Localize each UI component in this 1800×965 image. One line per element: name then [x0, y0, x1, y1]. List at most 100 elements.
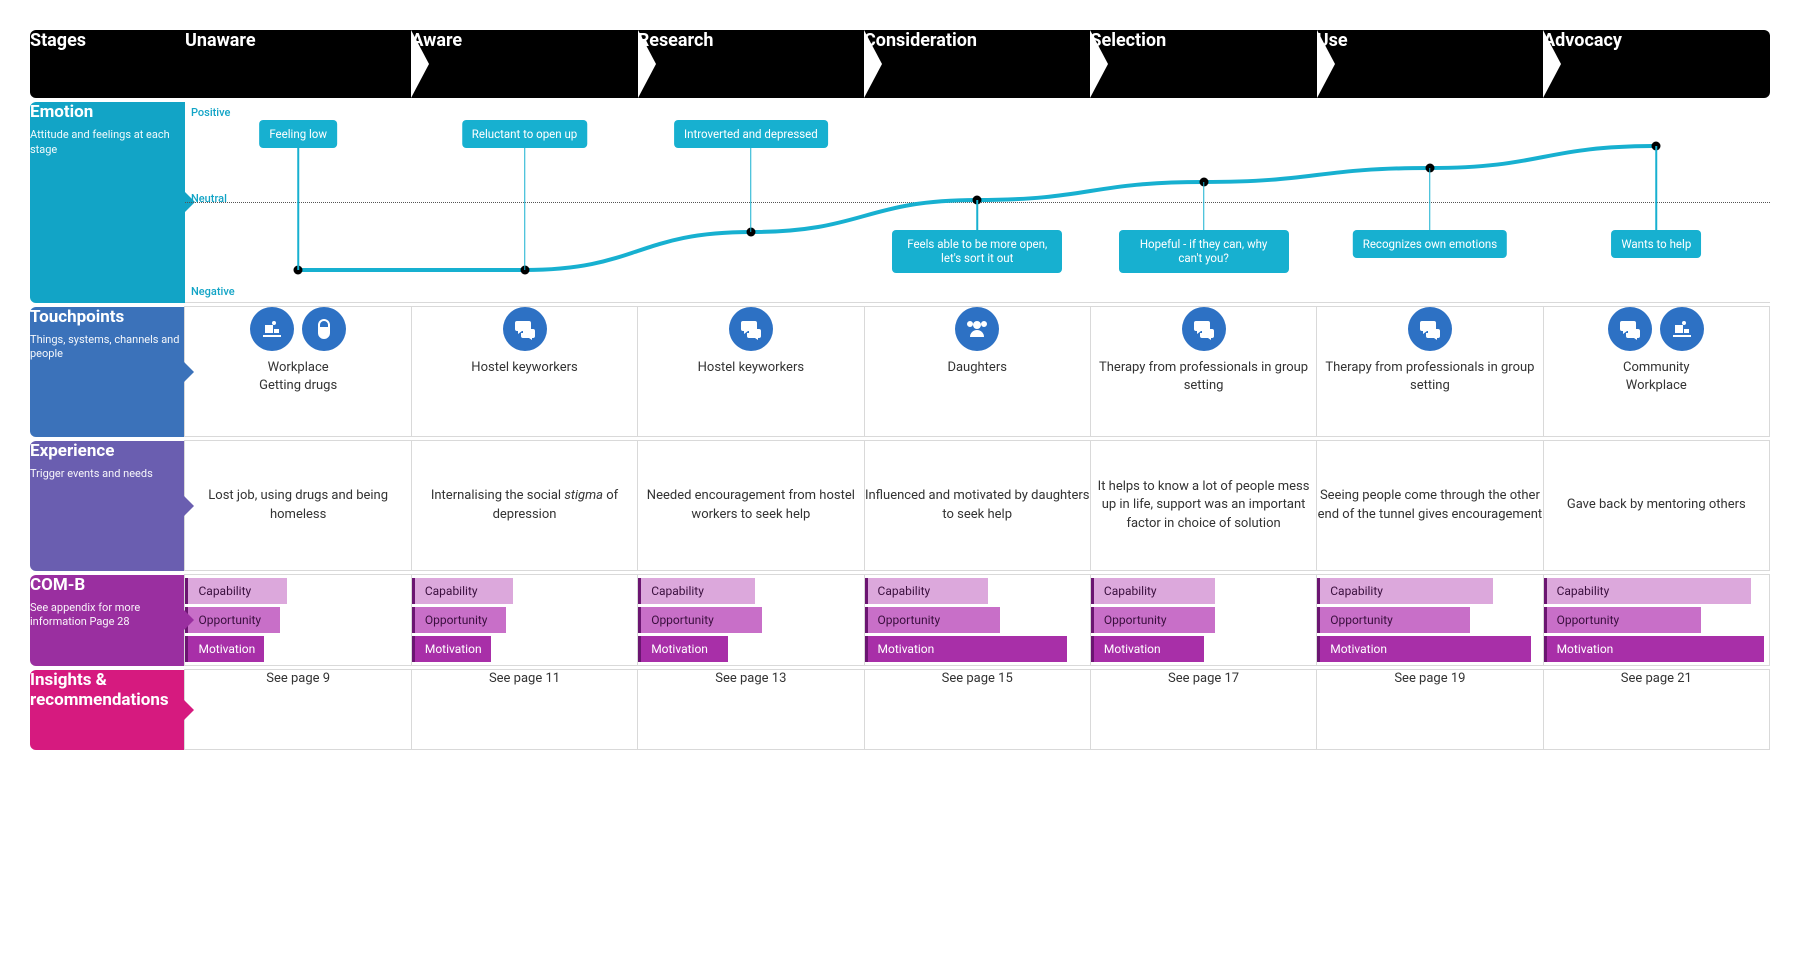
comb-bar-opp: Opportunity	[638, 607, 762, 633]
people-icon	[955, 307, 999, 351]
comb-bar-mot: Motivation	[1544, 636, 1765, 662]
comb-title: COM-B	[30, 575, 184, 595]
touchpoints-cell: Hostel keyworkers	[638, 307, 864, 437]
insights-row: Insights & recommendations See page 9 Se…	[30, 670, 1770, 750]
insights-cell: See page 21	[1543, 670, 1769, 750]
emotion-callout: Feeling low	[259, 120, 337, 148]
comb-bar-opp: Opportunity	[1544, 607, 1702, 633]
chat-icon	[1182, 307, 1226, 351]
comb-bar-cap: Capability	[412, 578, 513, 604]
comb-bar-cap: Capability	[638, 578, 755, 604]
comb-bar-mot: Motivation	[1317, 636, 1531, 662]
stage-advocacy: Advocacy	[1543, 30, 1769, 98]
comb-cell: CapabilityOpportunityMotivation	[1090, 575, 1316, 666]
comb-label: COM-B See appendix for more information …	[30, 575, 185, 666]
comb-bar-opp: Opportunity	[185, 607, 280, 633]
emotion-row: Emotion Attitude and feelings at each st…	[30, 102, 1770, 303]
emotion-callout-stem	[297, 148, 299, 270]
comb-cell: Capability Opportunity Motivation	[638, 575, 864, 666]
touchpoint-text: Daughters	[865, 359, 1090, 377]
experience-cell: Lost job, using drugs and being homeless	[185, 441, 411, 571]
comb-bar-cap: Capability	[865, 578, 989, 604]
experience-subtitle: Trigger events and needs	[30, 467, 184, 482]
experience-label: Experience Trigger events and needs	[30, 441, 185, 571]
comb-cell: Capability Opportunity Motivation	[1543, 575, 1769, 666]
touchpoint-text: WorkplaceGetting drugs	[185, 359, 410, 395]
touchpoint-text: Therapy from professionals in group sett…	[1317, 359, 1542, 395]
comb-bar-mot: Motivation	[185, 636, 264, 662]
emotion-callout-stem	[750, 148, 752, 232]
comb-cell: Capability Opportunity Motivation	[1317, 575, 1543, 666]
insights-cell: See page 17	[1090, 670, 1316, 750]
stage-aware: Aware	[411, 30, 637, 98]
emotion-callout: Wants to help	[1611, 230, 1701, 258]
touchpoint-text: CommunityWorkplace	[1544, 359, 1769, 395]
comb-bar-cap: Capability	[1544, 578, 1751, 604]
comb-bar-cap: Capability	[185, 578, 286, 604]
experience-cell: Needed encouragement from hostel workers…	[638, 441, 864, 571]
experience-cell: Influenced and motivated by daughters to…	[864, 441, 1090, 571]
touchpoint-text: Therapy from professionals in group sett…	[1091, 359, 1316, 395]
desk-icon	[1660, 307, 1704, 351]
stage-unaware: Unaware	[185, 30, 411, 98]
experience-cell: Internalising the social stigma of depre…	[411, 441, 637, 571]
emotion-callout: Hopeful - if they can, why can't you?	[1119, 230, 1289, 273]
comb-bar-opp: Opportunity	[865, 607, 1000, 633]
comb-bar-opp: Opportunity	[412, 607, 507, 633]
touchpoints-cell: Therapy from professionals in group sett…	[1317, 307, 1543, 437]
touchpoints-cell: CommunityWorkplace	[1543, 307, 1769, 437]
insights-cell: See page 15	[864, 670, 1090, 750]
touchpoints-subtitle: Things, systems, channels and people	[30, 333, 184, 363]
comb-bar-cap: Capability	[1317, 578, 1493, 604]
emotion-chart: Positive Neutral Negative Feeling lowRel…	[185, 102, 1770, 302]
experience-cell: It helps to know a lot of people mess up…	[1090, 441, 1316, 571]
journey-map: Stages Unaware Aware Research Considerat…	[30, 30, 1770, 750]
touchpoints-cell: Hostel keyworkers	[411, 307, 637, 437]
comb-cell: Capability Opportunity Motivation	[185, 575, 411, 666]
touchpoints-label: Touchpoints Things, systems, channels an…	[30, 307, 185, 437]
experience-cell: Gave back by mentoring others	[1543, 441, 1769, 571]
emotion-callout: Introverted and depressed	[674, 120, 828, 148]
touchpoints-title: Touchpoints	[30, 307, 184, 327]
emotion-callout-stem	[524, 148, 526, 270]
insights-cell: See page 13	[638, 670, 864, 750]
comb-bar-mot: Motivation	[638, 636, 728, 662]
chat-icon	[1408, 307, 1452, 351]
experience-row: Experience Trigger events and needs Lost…	[30, 441, 1770, 571]
insights-label: Insights & recommendations	[30, 670, 185, 750]
emotion-callout: Recognizes own emotions	[1353, 230, 1507, 258]
comb-cell: Capability Opportunity Motivation	[864, 575, 1090, 666]
comb-bar-opp: Opportunity	[1317, 607, 1470, 633]
stage-research: Research	[638, 30, 864, 98]
chat-icon	[729, 307, 773, 351]
comb-cell: Capability Opportunity Motivation	[411, 575, 637, 666]
emotion-callout-stem	[976, 200, 978, 230]
emotion-callout: Feels able to be more open, let's sort i…	[892, 230, 1062, 273]
desk-icon	[250, 307, 294, 351]
insights-cell: See page 11	[411, 670, 637, 750]
emotion-callout: Reluctant to open up	[462, 120, 588, 148]
experience-title: Experience	[30, 441, 184, 461]
comb-bar-mot: Motivation	[1091, 636, 1204, 662]
comb-subtitle: See appendix for more information Page 2…	[30, 601, 184, 631]
comb-row: COM-B See appendix for more information …	[30, 575, 1770, 666]
stage-consideration: Consideration	[864, 30, 1090, 98]
emotion-callout-stem	[1656, 146, 1658, 230]
emotion-title: Emotion	[30, 102, 185, 122]
touchpoint-text: Hostel keyworkers	[412, 359, 637, 377]
comb-bar-cap: Capability	[1091, 578, 1215, 604]
stages-header-row: Stages Unaware Aware Research Considerat…	[30, 30, 1770, 98]
emotion-label: Emotion Attitude and feelings at each st…	[30, 102, 185, 303]
insights-cell: See page 19	[1317, 670, 1543, 750]
touchpoints-cell: WorkplaceGetting drugs	[185, 307, 411, 437]
emotion-callout-stem	[1203, 182, 1205, 230]
emotion-callout-stem	[1429, 168, 1431, 230]
touchpoint-text: Hostel keyworkers	[638, 359, 863, 377]
comb-bar-mot: Motivation	[412, 636, 491, 662]
touchpoints-row: Touchpoints Things, systems, channels an…	[30, 307, 1770, 437]
chat-icon	[1608, 307, 1652, 351]
insights-title: Insights & recommendations	[30, 670, 184, 710]
stage-use: Use	[1317, 30, 1543, 98]
comb-bar-mot: Motivation	[865, 636, 1068, 662]
chat-icon	[503, 307, 547, 351]
